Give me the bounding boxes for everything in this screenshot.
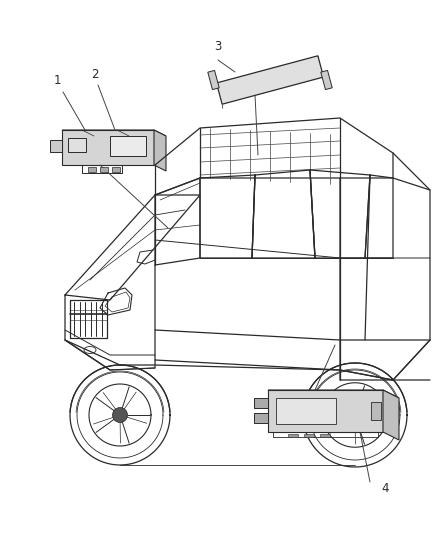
Circle shape (347, 407, 363, 423)
Circle shape (113, 408, 127, 423)
FancyBboxPatch shape (276, 398, 336, 424)
Polygon shape (216, 56, 324, 104)
Polygon shape (321, 70, 332, 90)
Polygon shape (208, 70, 219, 90)
FancyBboxPatch shape (50, 140, 62, 152)
Text: 4: 4 (381, 481, 389, 495)
Text: 1: 1 (53, 75, 61, 87)
Text: 2: 2 (91, 69, 99, 82)
Polygon shape (62, 130, 166, 136)
Polygon shape (268, 390, 399, 398)
FancyBboxPatch shape (288, 434, 298, 437)
FancyBboxPatch shape (371, 402, 381, 420)
FancyBboxPatch shape (304, 434, 314, 437)
FancyBboxPatch shape (110, 136, 146, 156)
Polygon shape (383, 390, 399, 440)
FancyBboxPatch shape (68, 138, 86, 152)
Polygon shape (154, 130, 166, 171)
FancyBboxPatch shape (88, 167, 96, 172)
Polygon shape (268, 390, 383, 432)
FancyBboxPatch shape (254, 398, 268, 408)
FancyBboxPatch shape (254, 413, 268, 423)
Text: 3: 3 (214, 41, 222, 53)
Polygon shape (62, 130, 154, 165)
FancyBboxPatch shape (112, 167, 120, 172)
FancyBboxPatch shape (100, 167, 108, 172)
FancyBboxPatch shape (320, 434, 330, 437)
